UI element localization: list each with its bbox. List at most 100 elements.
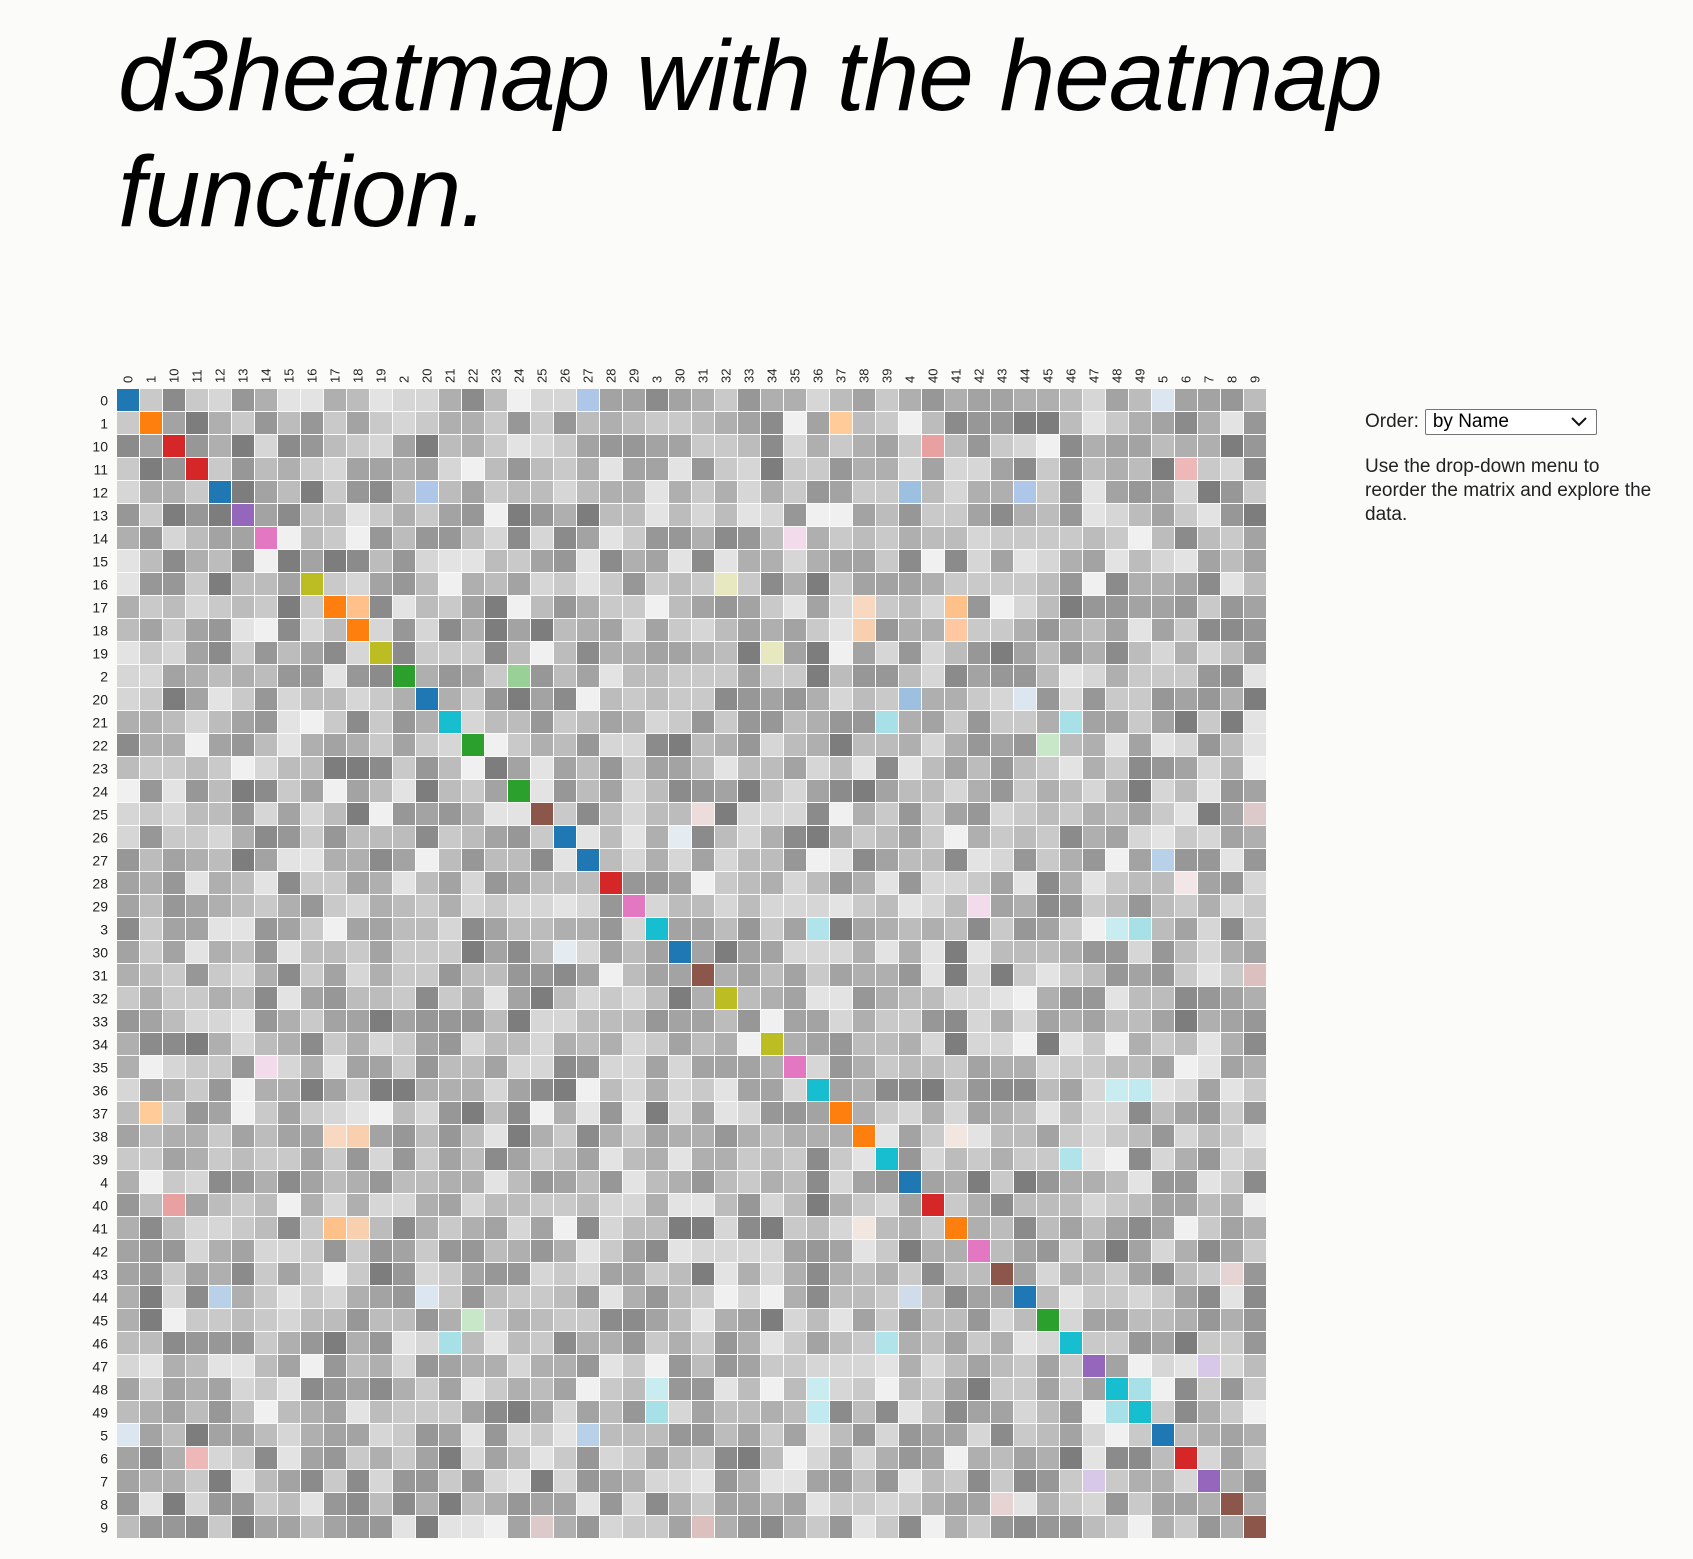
heatmap-cell[interactable] <box>600 1148 622 1170</box>
heatmap-cell[interactable] <box>968 780 990 802</box>
heatmap-cell[interactable] <box>1175 1033 1197 1055</box>
heatmap-cell[interactable] <box>531 849 553 871</box>
heatmap-cell[interactable] <box>1175 1286 1197 1308</box>
heatmap-cell[interactable] <box>324 1240 346 1262</box>
heatmap-cell[interactable] <box>968 412 990 434</box>
heatmap-cell[interactable] <box>899 734 921 756</box>
heatmap-cell[interactable] <box>117 780 139 802</box>
heatmap-cell[interactable] <box>462 412 484 434</box>
heatmap-cell[interactable] <box>347 1010 369 1032</box>
heatmap-cell[interactable] <box>439 1355 461 1377</box>
heatmap-cell[interactable] <box>301 1378 323 1400</box>
heatmap-cell[interactable] <box>278 1447 300 1469</box>
heatmap-cell[interactable] <box>646 849 668 871</box>
heatmap-cell[interactable] <box>715 1079 737 1101</box>
heatmap-cell[interactable] <box>1037 918 1059 940</box>
heatmap-cell[interactable] <box>462 1102 484 1124</box>
heatmap-cell[interactable] <box>577 849 599 871</box>
heatmap-cell[interactable] <box>163 573 185 595</box>
heatmap-cell[interactable] <box>508 481 530 503</box>
heatmap-cell[interactable] <box>140 458 162 480</box>
heatmap-cell[interactable] <box>416 1493 438 1515</box>
heatmap-cell[interactable] <box>393 550 415 572</box>
heatmap-cell[interactable] <box>853 1010 875 1032</box>
heatmap-cell[interactable] <box>531 504 553 526</box>
heatmap-cell[interactable] <box>623 1424 645 1446</box>
heatmap-cell[interactable] <box>301 1056 323 1078</box>
heatmap-cell[interactable] <box>761 1470 783 1492</box>
heatmap-cell[interactable] <box>1014 803 1036 825</box>
heatmap-cell[interactable] <box>301 734 323 756</box>
heatmap-cell[interactable] <box>623 803 645 825</box>
heatmap-cell[interactable] <box>324 1332 346 1354</box>
heatmap-cell[interactable] <box>301 642 323 664</box>
heatmap-cell[interactable] <box>600 826 622 848</box>
heatmap-cell[interactable] <box>209 481 231 503</box>
heatmap-cell[interactable] <box>1106 734 1128 756</box>
heatmap-cell[interactable] <box>1244 1102 1266 1124</box>
heatmap-cell[interactable] <box>715 1263 737 1285</box>
heatmap-cell[interactable] <box>1014 734 1036 756</box>
heatmap-cell[interactable] <box>301 918 323 940</box>
heatmap-cell[interactable] <box>945 1125 967 1147</box>
heatmap-cell[interactable] <box>669 1309 691 1331</box>
heatmap-cell[interactable] <box>876 1309 898 1331</box>
heatmap-cell[interactable] <box>508 1102 530 1124</box>
heatmap-cell[interactable] <box>646 642 668 664</box>
heatmap-cell[interactable] <box>416 1309 438 1331</box>
heatmap-cell[interactable] <box>1014 1010 1036 1032</box>
heatmap-cell[interactable] <box>140 665 162 687</box>
heatmap-cell[interactable] <box>669 941 691 963</box>
heatmap-cell[interactable] <box>853 895 875 917</box>
heatmap-cell[interactable] <box>1198 711 1220 733</box>
heatmap-cell[interactable] <box>991 1332 1013 1354</box>
heatmap-cell[interactable] <box>462 964 484 986</box>
heatmap-cell[interactable] <box>1152 1401 1174 1423</box>
heatmap-cell[interactable] <box>623 1309 645 1331</box>
heatmap-cell[interactable] <box>531 481 553 503</box>
heatmap-cell[interactable] <box>140 412 162 434</box>
heatmap-cell[interactable] <box>278 1079 300 1101</box>
heatmap-cell[interactable] <box>209 1010 231 1032</box>
heatmap-cell[interactable] <box>646 1079 668 1101</box>
heatmap-cell[interactable] <box>807 895 829 917</box>
heatmap-cell[interactable] <box>784 596 806 618</box>
heatmap-cell[interactable] <box>1083 1125 1105 1147</box>
heatmap-cell[interactable] <box>439 1010 461 1032</box>
heatmap-cell[interactable] <box>669 1148 691 1170</box>
heatmap-cell[interactable] <box>807 665 829 687</box>
heatmap-cell[interactable] <box>853 1148 875 1170</box>
heatmap-cell[interactable] <box>1152 1355 1174 1377</box>
heatmap-cell[interactable] <box>1083 1424 1105 1446</box>
heatmap-cell[interactable] <box>1175 803 1197 825</box>
heatmap-cell[interactable] <box>830 1125 852 1147</box>
heatmap-cell[interactable] <box>1129 1493 1151 1515</box>
heatmap-cell[interactable] <box>485 665 507 687</box>
heatmap-cell[interactable] <box>968 1079 990 1101</box>
heatmap-cell[interactable] <box>462 1148 484 1170</box>
heatmap-cell[interactable] <box>140 1401 162 1423</box>
heatmap-cell[interactable] <box>416 849 438 871</box>
heatmap-cell[interactable] <box>255 780 277 802</box>
heatmap-cell[interactable] <box>577 481 599 503</box>
heatmap-cell[interactable] <box>807 1056 829 1078</box>
heatmap-cell[interactable] <box>1129 987 1151 1009</box>
heatmap-cell[interactable] <box>232 734 254 756</box>
heatmap-cell[interactable] <box>1083 642 1105 664</box>
heatmap-cell[interactable] <box>577 1401 599 1423</box>
heatmap-cell[interactable] <box>232 458 254 480</box>
heatmap-cell[interactable] <box>554 458 576 480</box>
heatmap-cell[interactable] <box>1221 1286 1243 1308</box>
heatmap-cell[interactable] <box>278 1355 300 1377</box>
heatmap-cell[interactable] <box>554 964 576 986</box>
heatmap-cell[interactable] <box>209 1424 231 1446</box>
heatmap-cell[interactable] <box>1221 757 1243 779</box>
heatmap-cell[interactable] <box>508 1309 530 1331</box>
heatmap-cell[interactable] <box>485 527 507 549</box>
heatmap-cell[interactable] <box>1175 964 1197 986</box>
heatmap-cell[interactable] <box>715 780 737 802</box>
heatmap-cell[interactable] <box>784 1056 806 1078</box>
heatmap-cell[interactable] <box>738 1010 760 1032</box>
heatmap-cell[interactable] <box>1244 803 1266 825</box>
heatmap-cell[interactable] <box>761 803 783 825</box>
